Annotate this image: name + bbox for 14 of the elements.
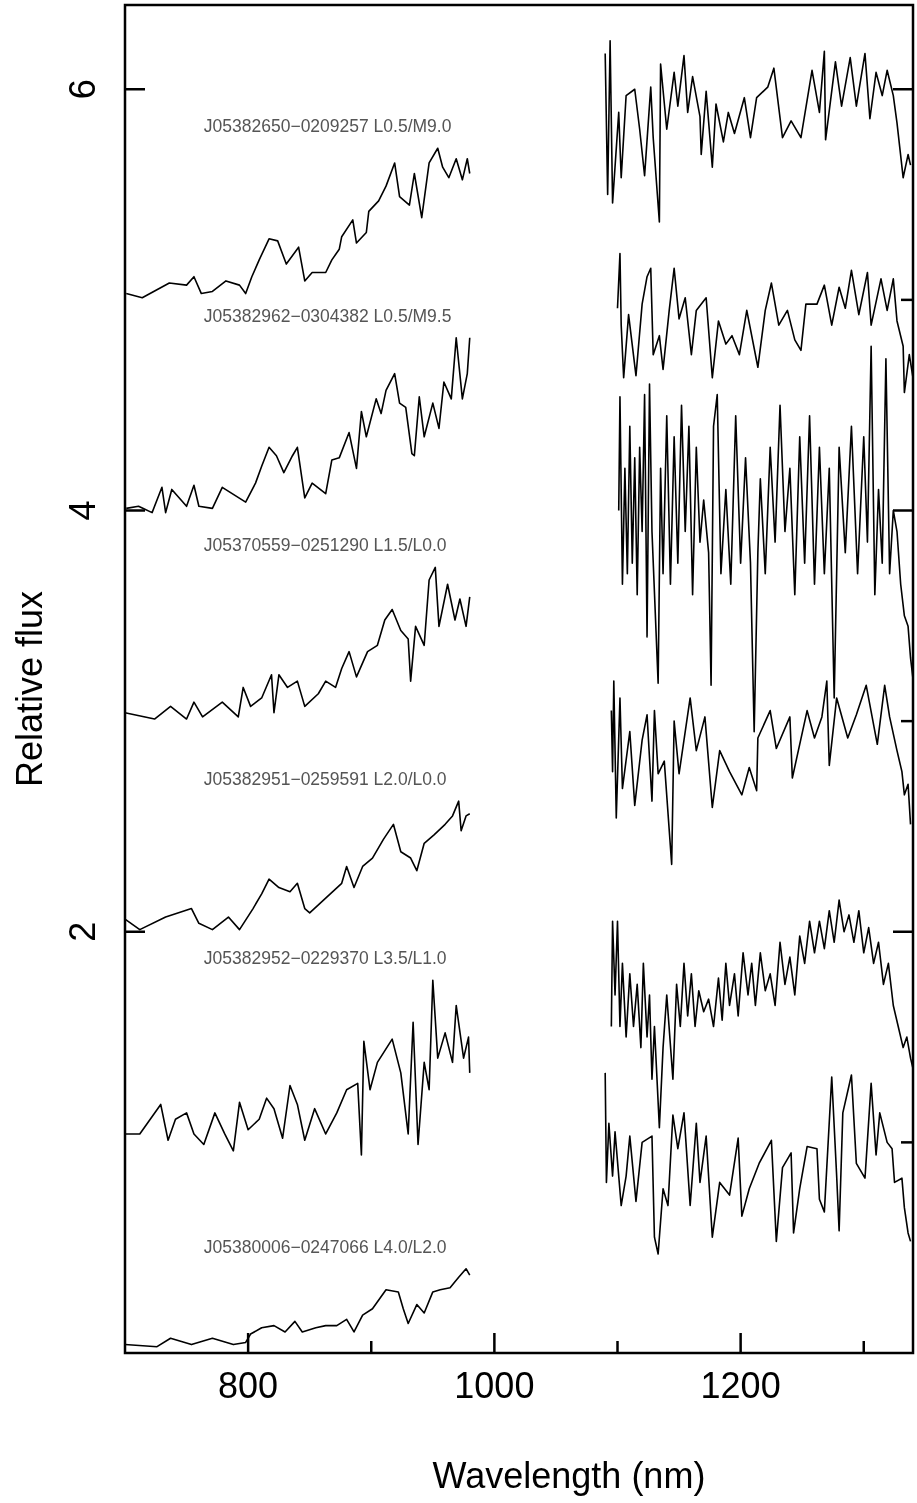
x-tick-label: 1000 bbox=[454, 1365, 535, 1406]
series-label: J05380006−0247066 L4.0/L2.0 bbox=[203, 1236, 447, 1257]
series-label: J05382952−0229370 L3.5/L1.0 bbox=[203, 948, 447, 969]
x-tick-label: 1200 bbox=[700, 1365, 781, 1406]
y-tick-label: 2 bbox=[62, 921, 103, 942]
series-label: J05382650−0209257 L0.5/M9.0 bbox=[203, 116, 452, 137]
series-label: J05382951−0259591 L2.0/L0.0 bbox=[203, 769, 447, 790]
y-tick-label: 6 bbox=[62, 79, 103, 100]
y-axis-title: Relative flux bbox=[9, 590, 50, 788]
series-label: J05370559−0251290 L1.5/L0.0 bbox=[203, 535, 447, 556]
x-axis-title: Wavelength (nm) bbox=[432, 1455, 706, 1496]
series-label: J05382962−0304382 L0.5/M9.5 bbox=[203, 305, 452, 326]
x-tick-label: 800 bbox=[218, 1365, 279, 1406]
y-tick-label: 4 bbox=[62, 500, 103, 521]
